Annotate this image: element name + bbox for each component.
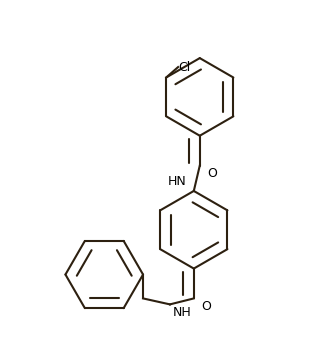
Text: O: O — [207, 167, 217, 180]
Text: HN: HN — [168, 175, 186, 188]
Text: NH: NH — [172, 306, 191, 319]
Text: O: O — [201, 300, 211, 313]
Text: Cl: Cl — [178, 61, 190, 74]
